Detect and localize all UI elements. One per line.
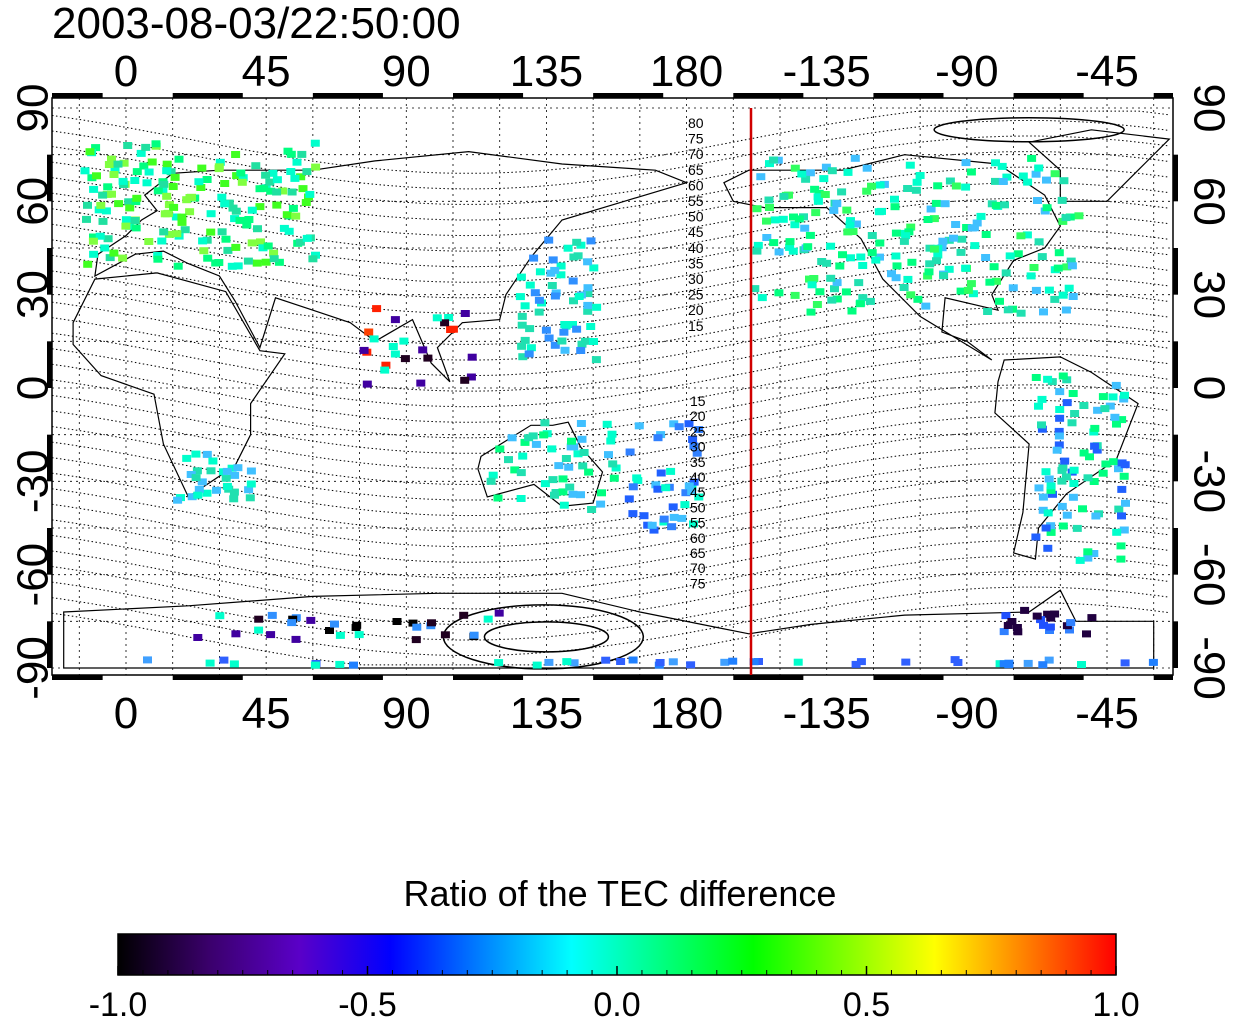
lat-tick-label: 0: [9, 376, 58, 400]
lat-ticks-left: 90 60 30 0 -30 -60 -90: [9, 84, 58, 700]
contour-label-south: 70: [690, 560, 706, 576]
lon-tick-label: 135: [510, 689, 583, 738]
contour-label-north: 70: [688, 146, 704, 162]
lon-tick-label: 45: [242, 689, 291, 738]
lon-ticks-bottom: 0 45 90 135 180 -135 -90 -45: [114, 689, 1139, 738]
lon-tick-label: -135: [783, 47, 871, 96]
lat-tick-label: 0: [1184, 376, 1233, 400]
contour-label-north: 40: [688, 240, 704, 256]
lat-tick-label: 30: [1184, 270, 1233, 319]
colorbar-tick-label: 0.5: [843, 986, 890, 1024]
lon-tick-label: 0: [114, 689, 138, 738]
colorbar-tick-labels: -1.0 -0.5 0.0 0.5 1.0: [89, 986, 1140, 1024]
contour-label-south: 20: [690, 408, 706, 424]
lon-tick-label: 45: [242, 47, 291, 96]
contour-label-south: 25: [690, 423, 706, 439]
lon-tick-label: -45: [1075, 689, 1139, 738]
contour-label-north: 75: [688, 131, 704, 147]
colorbar-tick-label: 0.0: [593, 986, 640, 1024]
tec-data-patches: [80, 139, 1158, 669]
contour-label-south: 15: [690, 393, 706, 409]
lon-tick-label: 135: [510, 47, 583, 96]
colorbar-tick-label: -0.5: [338, 986, 397, 1024]
contour-label-north: 45: [688, 224, 704, 240]
lon-tick-label: -45: [1075, 47, 1139, 96]
contour-label-north: 25: [688, 287, 704, 303]
lat-ticks-right: 90 60 30 0 -30 -60 -90: [1184, 84, 1233, 700]
lat-tick-label: -90: [9, 636, 58, 700]
contour-label-south: 40: [690, 469, 706, 485]
contour-label-north: 35: [688, 255, 704, 271]
lon-tick-label: 90: [382, 47, 431, 96]
lon-ticks-top: 0 45 90 135 180 -135 -90 -45: [114, 47, 1139, 96]
contour-label-south: 30: [690, 439, 706, 455]
lon-tick-label: 90: [382, 689, 431, 738]
lat-tick-label: -30: [1184, 450, 1233, 514]
contour-label-south: 65: [690, 545, 706, 561]
contour-label-north: 60: [688, 177, 704, 193]
lat-tick-label: 30: [9, 270, 58, 319]
contour-label-north: 30: [688, 271, 704, 287]
lat-tick-label: -60: [1184, 543, 1233, 607]
contour-label-south: 50: [690, 499, 706, 515]
contour-label-south: 60: [690, 530, 706, 546]
contour-label-south: 55: [690, 515, 706, 531]
lon-tick-label: -90: [935, 47, 999, 96]
colorbar-ticks: [117, 966, 1117, 975]
colorbar-title: Ratio of the TEC difference: [403, 873, 837, 914]
contour-labels: 8075706560555045403530252015152025303540…: [688, 115, 706, 591]
lat-tick-label: 60: [9, 177, 58, 226]
contour-label-south: 35: [690, 454, 706, 470]
map-frame: [51, 97, 1174, 676]
contour-label-south: 45: [690, 484, 706, 500]
contour-label-north: 55: [688, 193, 704, 209]
lat-tick-label: -30: [9, 450, 58, 514]
lon-tick-label: 180: [650, 47, 723, 96]
lon-tick-label: 0: [114, 47, 138, 96]
lat-tick-label: -90: [1184, 636, 1233, 700]
lon-tick-label: -90: [935, 689, 999, 738]
contour-label-north: 50: [688, 209, 704, 225]
lat-tick-label: 60: [1184, 177, 1233, 226]
lon-tick-label: 180: [650, 689, 723, 738]
contour-label-south: 75: [690, 575, 706, 591]
plot-title: 2003-08-03/22:50:00: [52, 0, 461, 48]
contour-label-north: 80: [688, 115, 704, 131]
contour-label-north: 65: [688, 162, 704, 178]
contour-label-north: 15: [688, 318, 704, 334]
lat-tick-label: 90: [9, 84, 58, 133]
contour-label-north: 20: [688, 302, 704, 318]
lon-tick-label: -135: [783, 689, 871, 738]
lat-tick-label: 90: [1184, 84, 1233, 133]
lat-tick-label: -60: [9, 543, 58, 607]
axis-frame-bars: [47, 93, 1178, 680]
colorbar-tick-label: 1.0: [1092, 986, 1139, 1024]
colorbar-tick-label: -1.0: [89, 986, 148, 1024]
